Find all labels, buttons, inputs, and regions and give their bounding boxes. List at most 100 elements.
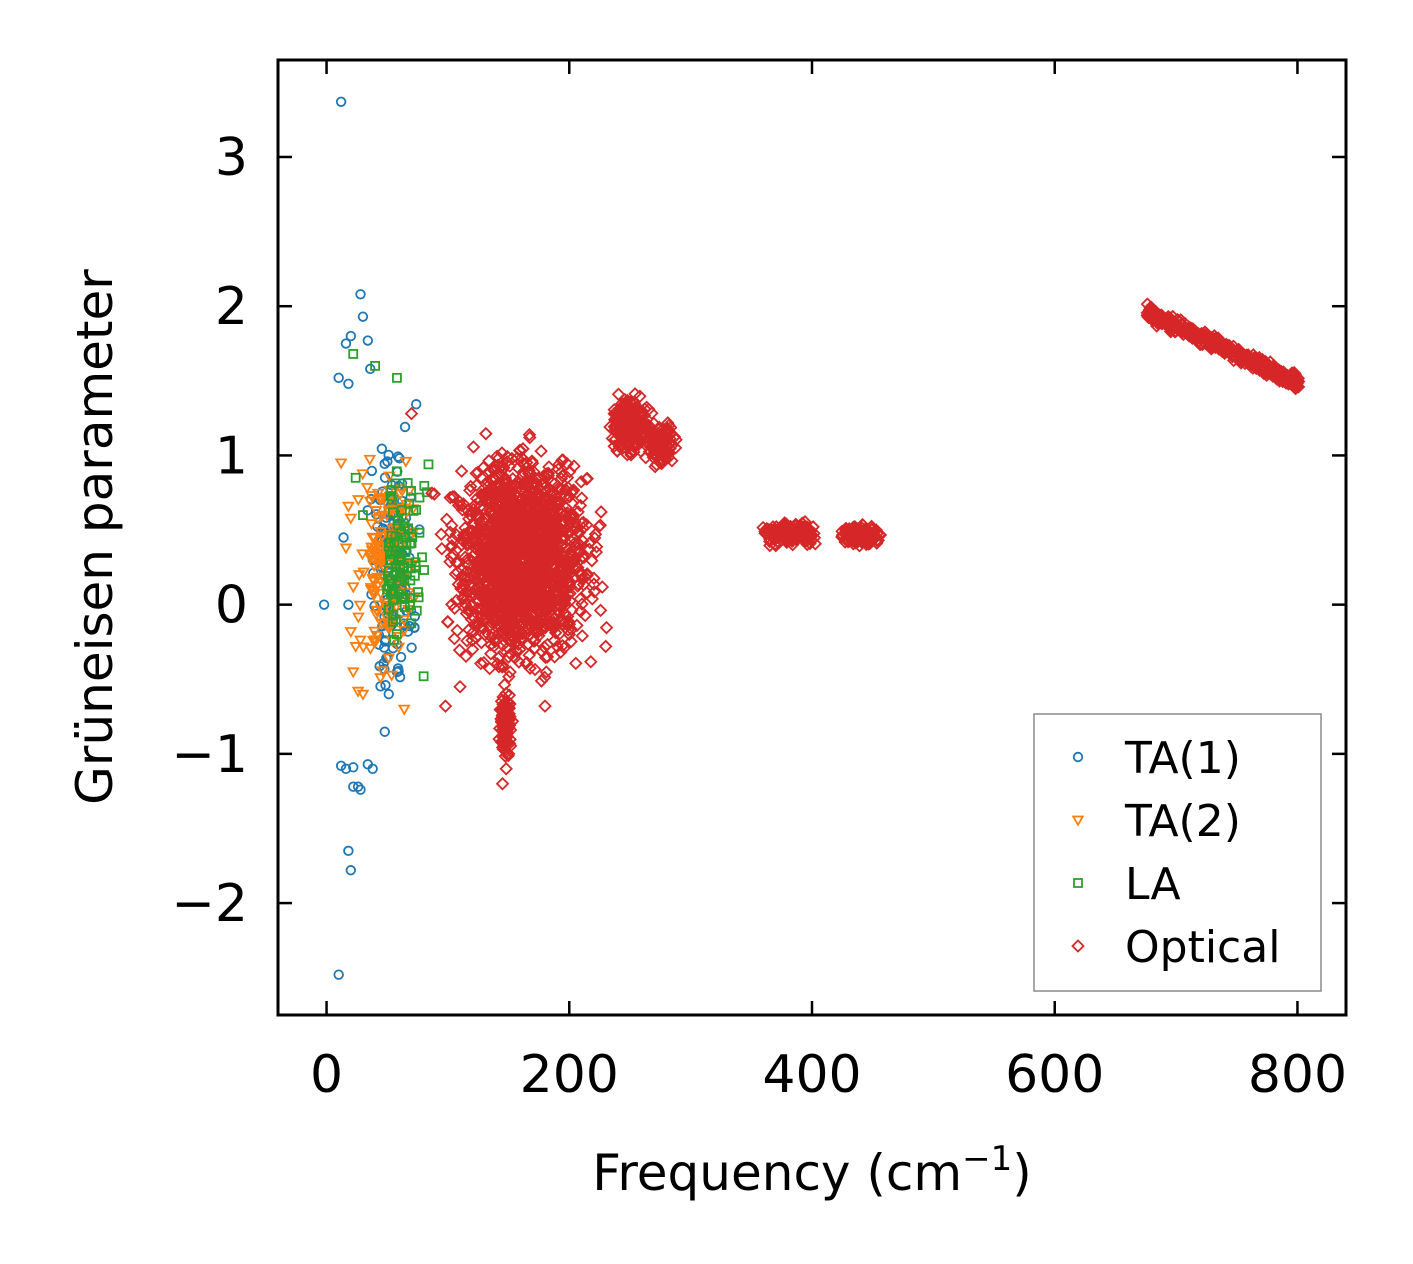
data-point (786, 520, 801, 535)
data-point (569, 656, 583, 671)
data-point (501, 607, 515, 621)
data-point (401, 537, 412, 548)
data-point (485, 487, 500, 501)
data-point (460, 633, 474, 648)
data-point (555, 482, 569, 497)
data-point (642, 445, 657, 459)
data-point (572, 525, 587, 540)
data-point (499, 762, 513, 776)
data-point (407, 532, 418, 542)
data-point (454, 581, 468, 596)
data-point (318, 599, 330, 610)
data-point (550, 548, 565, 563)
data-point (389, 634, 399, 645)
data-point (578, 570, 592, 584)
data-point (470, 560, 485, 574)
data-point (621, 407, 635, 422)
data-point (562, 627, 577, 642)
data-point (525, 472, 540, 486)
data-point (484, 637, 498, 652)
data-point (566, 483, 581, 497)
series-optical (404, 297, 1306, 791)
x-tick-label: 0 (310, 1045, 343, 1105)
data-point (346, 582, 360, 594)
data-point (615, 426, 629, 441)
data-point (352, 570, 366, 582)
data-point (463, 483, 477, 498)
data-point (1152, 308, 1167, 322)
data-point (343, 845, 354, 857)
series-la (348, 349, 434, 682)
data-point (335, 96, 347, 107)
data-point (371, 513, 385, 525)
y-tick-label: −2 (171, 874, 248, 934)
data-point (481, 627, 496, 642)
data-point (365, 491, 378, 503)
data-point (459, 649, 473, 664)
data-point (545, 551, 560, 565)
data-point (482, 661, 497, 676)
legend-marker (1073, 878, 1083, 888)
data-point (661, 445, 676, 460)
data-point (406, 642, 417, 653)
data-point (345, 330, 357, 342)
data-point (564, 622, 579, 637)
data-point (367, 590, 381, 602)
data-point (495, 592, 510, 606)
data-point (660, 421, 675, 436)
data-point (362, 335, 374, 346)
data-point (522, 648, 536, 663)
data-point (379, 601, 393, 613)
data-point (515, 583, 529, 598)
data-point (333, 372, 344, 384)
data-point (350, 472, 361, 483)
x-axis-label-main: Frequency (cm (592, 1144, 962, 1202)
data-point (511, 637, 526, 652)
data-point (349, 642, 363, 654)
data-point (388, 507, 398, 518)
data-point (394, 556, 404, 566)
data-point (521, 508, 535, 523)
data-point (506, 510, 521, 525)
legend-label-ta1: TA(1) (1124, 733, 1241, 784)
data-point (411, 605, 422, 616)
data-point (365, 519, 378, 531)
data-point (490, 574, 505, 589)
data-point (498, 717, 513, 732)
data-point (1288, 375, 1302, 390)
data-point (557, 516, 572, 530)
data-point (476, 460, 491, 475)
data-point (495, 658, 510, 673)
x-tick-label: 400 (762, 1045, 861, 1105)
data-point (495, 660, 510, 674)
data-point (404, 406, 419, 421)
data-point (1206, 337, 1220, 352)
data-point (447, 601, 462, 616)
data-point (624, 424, 638, 438)
data-point (370, 540, 384, 552)
data-point (465, 633, 479, 648)
data-point (374, 495, 387, 507)
data-point (513, 500, 527, 514)
data-point (535, 644, 549, 659)
data-point (457, 535, 471, 549)
data-point (546, 616, 560, 630)
data-point (573, 498, 588, 513)
data-point (523, 540, 538, 554)
data-point (367, 586, 381, 598)
data-point (564, 634, 578, 649)
x-tick-label: 200 (520, 1045, 619, 1105)
data-point (548, 501, 562, 515)
data-point (459, 591, 474, 606)
data-point (348, 762, 359, 773)
data-point (417, 552, 427, 563)
data-point (589, 545, 604, 559)
data-point (473, 561, 488, 576)
data-point (402, 478, 413, 488)
data-point (575, 597, 589, 611)
data-point (382, 456, 393, 467)
data-point (516, 452, 531, 467)
data-point (374, 493, 387, 505)
